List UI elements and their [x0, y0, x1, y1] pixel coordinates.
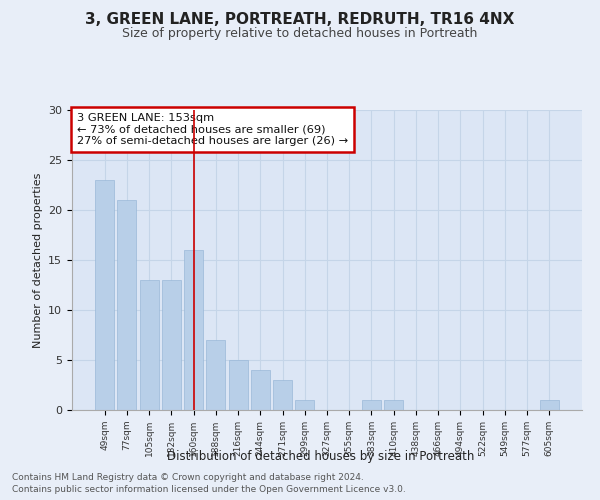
Text: Contains HM Land Registry data © Crown copyright and database right 2024.: Contains HM Land Registry data © Crown c…: [12, 472, 364, 482]
Bar: [273, 380, 292, 410]
Text: Size of property relative to detached houses in Portreath: Size of property relative to detached ho…: [122, 28, 478, 40]
Bar: [140, 280, 158, 410]
Bar: [206, 340, 225, 410]
Bar: [229, 360, 248, 410]
Text: 3, GREEN LANE, PORTREATH, REDRUTH, TR16 4NX: 3, GREEN LANE, PORTREATH, REDRUTH, TR16 …: [85, 12, 515, 28]
Text: 3 GREEN LANE: 153sqm
← 73% of detached houses are smaller (69)
27% of semi-detac: 3 GREEN LANE: 153sqm ← 73% of detached h…: [77, 113, 348, 146]
Bar: [362, 400, 381, 410]
Bar: [95, 180, 114, 410]
Text: Distribution of detached houses by size in Portreath: Distribution of detached houses by size …: [167, 450, 475, 463]
Text: Contains public sector information licensed under the Open Government Licence v3: Contains public sector information licen…: [12, 485, 406, 494]
Bar: [162, 280, 181, 410]
Bar: [118, 200, 136, 410]
Bar: [295, 400, 314, 410]
Bar: [540, 400, 559, 410]
Bar: [184, 250, 203, 410]
Bar: [251, 370, 270, 410]
Bar: [384, 400, 403, 410]
Y-axis label: Number of detached properties: Number of detached properties: [32, 172, 43, 348]
